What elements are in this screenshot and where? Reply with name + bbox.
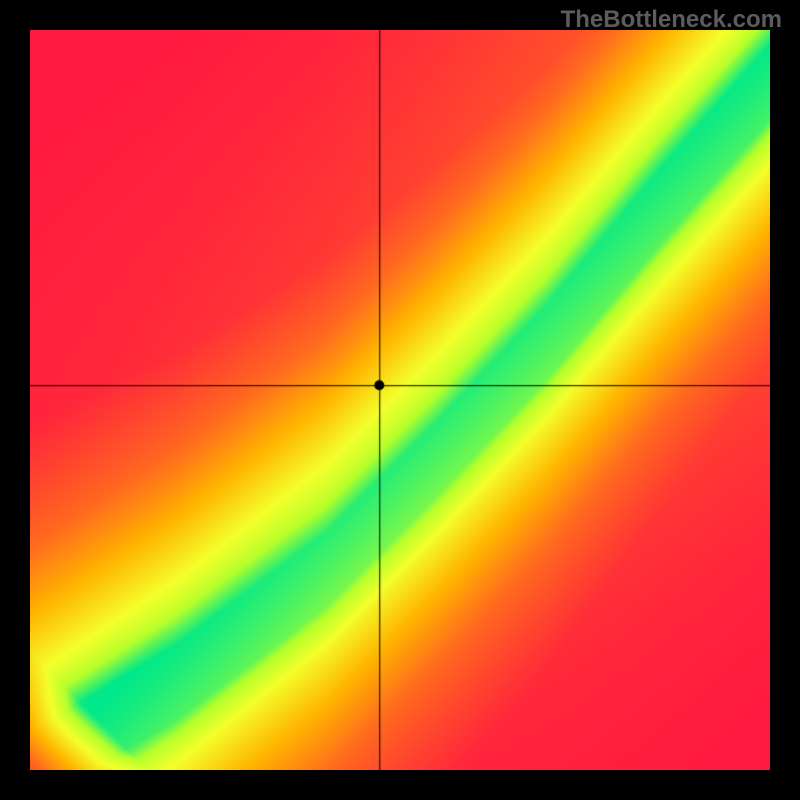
heatmap-plot bbox=[30, 30, 770, 770]
watermark-text: TheBottleneck.com bbox=[561, 6, 782, 34]
heatmap-canvas bbox=[30, 30, 770, 770]
